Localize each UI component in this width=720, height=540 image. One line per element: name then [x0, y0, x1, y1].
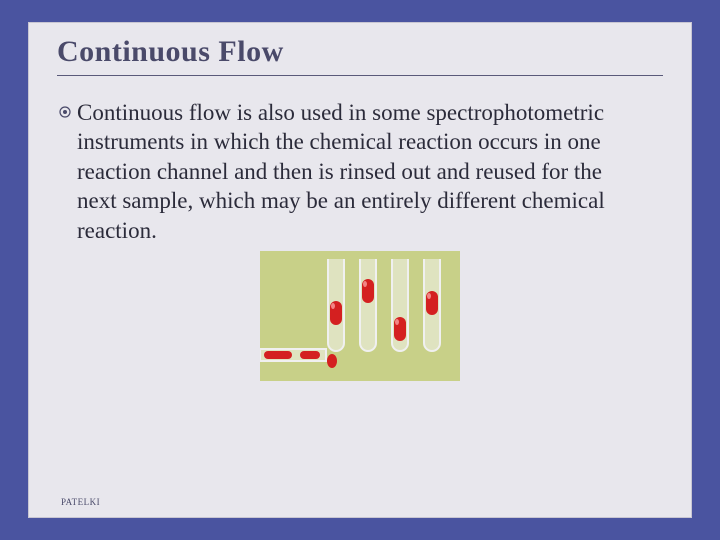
content-panel: Continuous Flow Continuous flow is also … — [28, 22, 692, 518]
slide-title: Continuous Flow — [57, 35, 663, 69]
body-text: Continuous flow is also used in some spe… — [77, 98, 637, 245]
flow-illustration — [260, 251, 460, 381]
title-divider — [57, 75, 663, 76]
slide: Continuous Flow Continuous flow is also … — [0, 0, 720, 540]
footer-label: PATELKI — [61, 497, 100, 507]
bullet-block: Continuous flow is also used in some spe… — [57, 98, 663, 245]
bullet-icon — [59, 106, 71, 118]
